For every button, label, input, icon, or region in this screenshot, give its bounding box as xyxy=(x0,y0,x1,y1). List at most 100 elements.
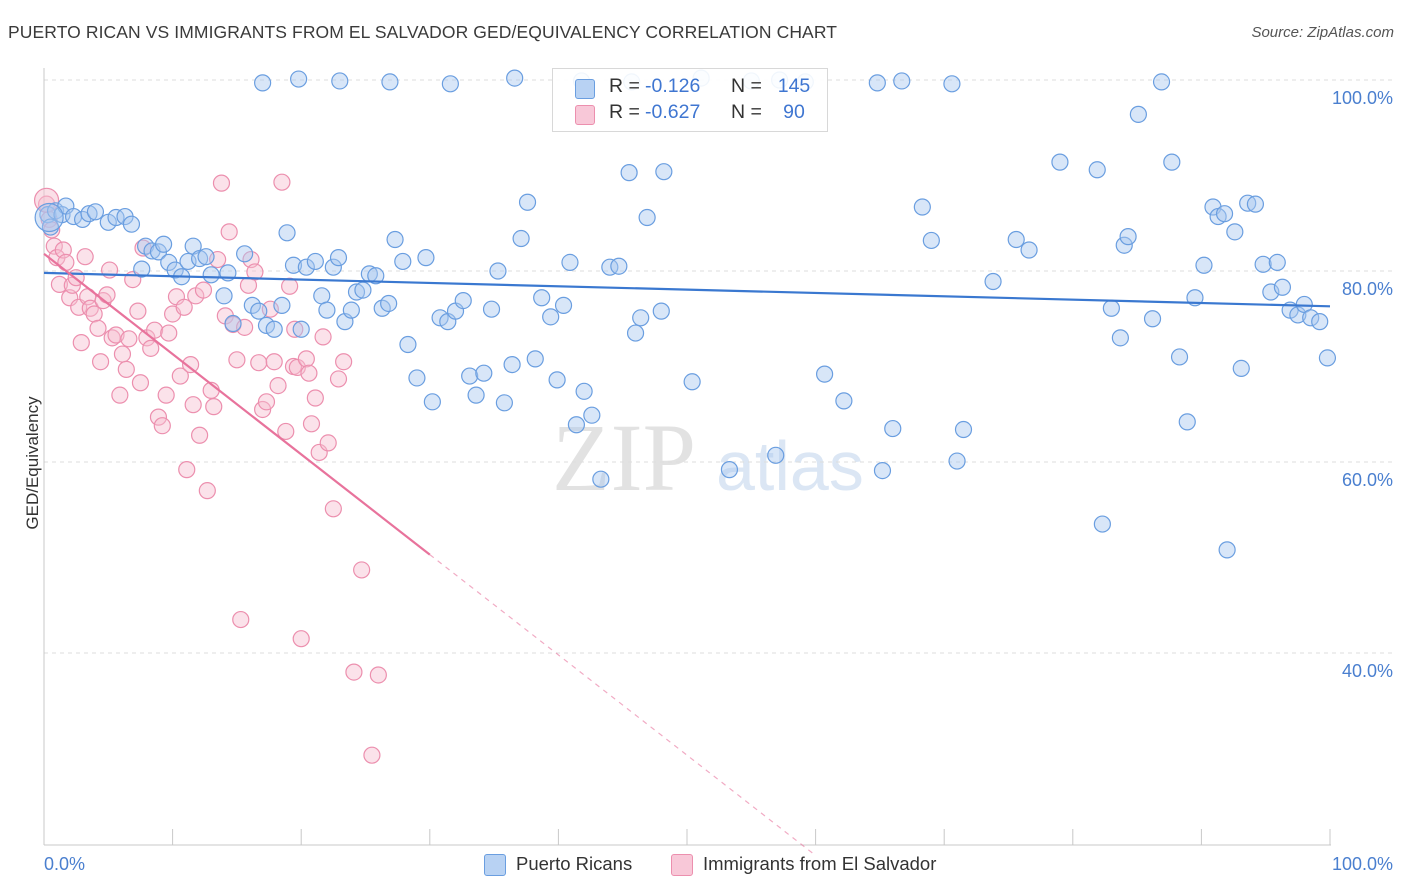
data-point xyxy=(943,75,961,93)
x-tick-label: 100.0% xyxy=(1332,854,1393,874)
data-point xyxy=(171,367,189,385)
r-value: -0.126 xyxy=(645,75,701,97)
pink-swatch xyxy=(671,854,693,876)
data-point xyxy=(1215,205,1234,223)
data-point xyxy=(72,334,90,352)
data-point xyxy=(868,74,886,92)
data-point xyxy=(1115,236,1133,254)
data-point xyxy=(160,324,178,342)
data-point xyxy=(512,229,530,248)
data-point xyxy=(142,339,160,357)
data-point xyxy=(1152,73,1171,91)
data-point xyxy=(257,316,276,335)
data-point xyxy=(302,415,321,433)
data-point xyxy=(329,370,348,388)
data-point xyxy=(107,326,125,344)
data-point xyxy=(254,74,272,92)
data-point xyxy=(1119,228,1137,246)
legend: Puerto Ricans Immigrants from El Salvado… xyxy=(0,850,1406,878)
data-point xyxy=(202,266,220,284)
data-point xyxy=(342,301,360,319)
r-label: R = xyxy=(609,75,640,97)
data-point xyxy=(111,386,129,404)
data-point xyxy=(467,386,485,404)
data-point xyxy=(526,350,544,368)
data-point xyxy=(117,360,135,378)
data-point xyxy=(281,277,299,295)
data-point xyxy=(884,419,902,438)
data-point xyxy=(1163,153,1181,171)
data-point xyxy=(583,406,601,424)
data-point xyxy=(482,300,501,318)
data-point xyxy=(157,386,175,404)
data-point xyxy=(76,248,94,266)
data-point xyxy=(166,261,184,279)
data-point xyxy=(292,630,310,648)
data-point xyxy=(1246,195,1265,213)
data-point xyxy=(626,324,645,342)
data-point xyxy=(954,420,973,439)
data-point xyxy=(273,173,291,191)
data-point xyxy=(324,500,342,518)
blue-swatch xyxy=(484,854,506,876)
data-point xyxy=(533,289,551,307)
data-point xyxy=(300,364,318,382)
data-point xyxy=(194,281,213,299)
data-point xyxy=(314,328,332,346)
data-point xyxy=(297,258,315,276)
data-point xyxy=(381,73,399,91)
data-point xyxy=(107,208,125,227)
data-point xyxy=(178,461,196,479)
data-point xyxy=(561,253,579,272)
data-point xyxy=(98,286,116,304)
data-point xyxy=(220,223,238,241)
pink-swatch xyxy=(575,105,595,125)
data-point xyxy=(1093,515,1111,533)
data-point xyxy=(184,396,202,414)
data-point xyxy=(278,224,296,242)
data-point xyxy=(324,258,342,276)
data-point xyxy=(122,215,141,233)
watermark-zip: ZIP xyxy=(552,404,696,511)
data-point xyxy=(1195,256,1213,274)
data-point xyxy=(250,354,268,372)
watermark-atlas: atlas xyxy=(716,427,864,505)
data-point xyxy=(816,365,834,383)
data-point xyxy=(198,482,216,500)
data-point xyxy=(120,330,138,348)
data-point xyxy=(228,351,246,369)
data-point xyxy=(215,287,233,305)
data-point xyxy=(548,371,566,389)
data-point xyxy=(329,249,348,267)
y-tick-label: 40.0% xyxy=(1342,661,1393,681)
data-point xyxy=(423,393,441,411)
data-point xyxy=(224,314,242,333)
data-point xyxy=(1143,310,1162,328)
data-point xyxy=(354,281,372,299)
data-point xyxy=(86,203,105,221)
legend-label: Immigrants from El Salvador xyxy=(703,853,937,874)
blue-swatch xyxy=(575,79,595,99)
data-point xyxy=(386,230,404,249)
data-point xyxy=(1111,329,1129,347)
data-point xyxy=(145,321,164,339)
r-value: -0.627 xyxy=(645,101,701,123)
data-point xyxy=(89,319,107,337)
data-point xyxy=(50,275,69,293)
data-point xyxy=(1289,306,1307,324)
data-point xyxy=(363,746,381,764)
data-point xyxy=(1178,413,1196,431)
data-point xyxy=(273,296,291,314)
data-point xyxy=(1311,313,1329,331)
data-point xyxy=(236,245,254,263)
data-point xyxy=(394,252,412,271)
data-point xyxy=(265,353,283,371)
data-point xyxy=(1318,349,1337,367)
r-label: R = xyxy=(609,101,640,123)
x-tick-label: 0.0% xyxy=(44,854,85,874)
data-point xyxy=(269,377,287,395)
data-point xyxy=(191,426,209,444)
data-point xyxy=(399,335,417,354)
data-point xyxy=(601,258,619,276)
data-point xyxy=(318,301,336,319)
